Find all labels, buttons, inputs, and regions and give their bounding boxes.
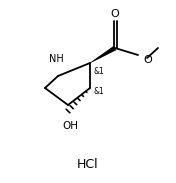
Text: HCl: HCl xyxy=(77,158,99,171)
Polygon shape xyxy=(90,46,116,63)
Text: O: O xyxy=(111,9,119,19)
Text: O: O xyxy=(143,55,152,65)
Text: OH: OH xyxy=(62,121,78,131)
Text: &1: &1 xyxy=(94,66,105,76)
Text: NH: NH xyxy=(49,54,63,64)
Text: &1: &1 xyxy=(94,87,105,96)
